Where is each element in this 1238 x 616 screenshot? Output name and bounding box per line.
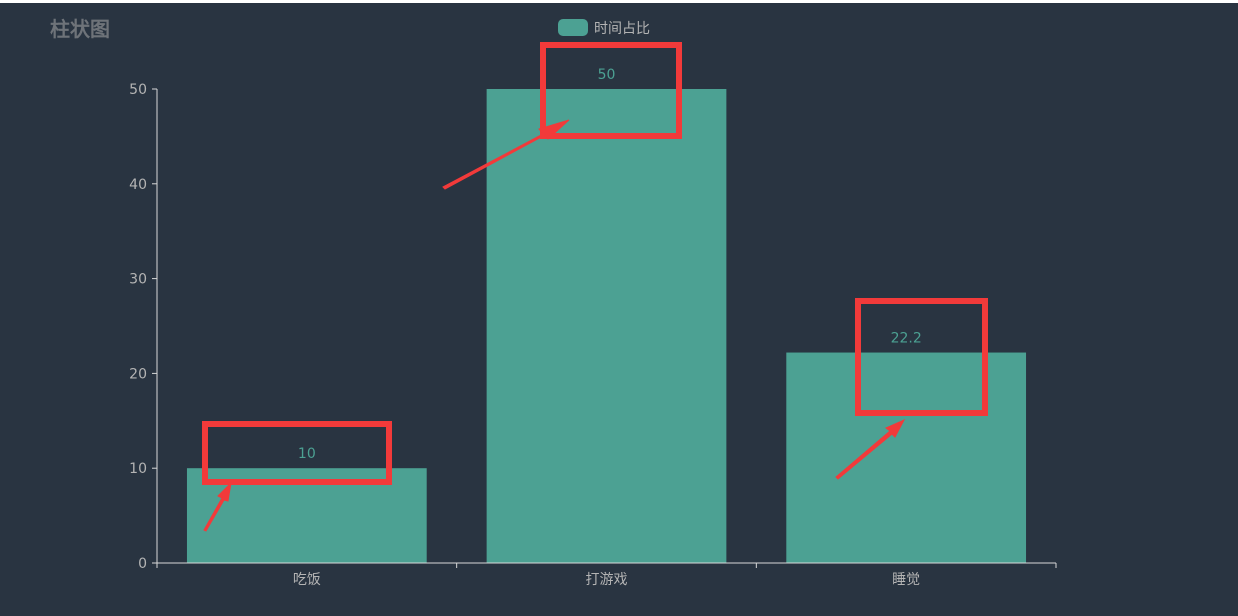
annotation-box: [202, 421, 392, 485]
annotation-box: [855, 298, 988, 416]
y-tick-label: 0: [138, 556, 147, 572]
bar-data-label: 22.2: [891, 331, 922, 347]
annotations: [202, 42, 988, 532]
legend-label[interactable]: 时间占比: [594, 21, 650, 37]
annotation-arrow: [442, 119, 570, 190]
annotation-arrow: [835, 418, 906, 480]
y-tick-label: 30: [129, 272, 147, 288]
bar-data-label: 50: [598, 67, 616, 83]
y-axis: 0 10 20 30 40 50: [129, 82, 158, 572]
x-tick-label: 睡觉: [892, 572, 920, 588]
annotation-box: [540, 42, 682, 139]
y-tick-label: 20: [129, 366, 147, 382]
y-tick-label: 50: [129, 82, 147, 98]
legend[interactable]: 时间占比: [558, 19, 650, 37]
bars: 10 50 22.2: [186, 67, 1027, 563]
x-tick-label: 打游戏: [586, 571, 628, 588]
bar[interactable]: [486, 89, 727, 563]
y-tick-label: 40: [129, 177, 147, 193]
annotation-arrow: [203, 481, 232, 532]
chart-title: 柱状图: [50, 17, 110, 41]
bar-data-label: 10: [298, 446, 316, 462]
bar-chart: 柱状图 时间占比 0 10 20 30 40 50 10 50 22.2 吃饭 打游戏 睡觉: [50, 17, 1057, 588]
legend-swatch[interactable]: [558, 19, 588, 36]
bar[interactable]: [786, 352, 1027, 563]
x-tick-label: 吃饭: [293, 572, 321, 588]
x-axis: 吃饭 打游戏 睡觉: [156, 562, 1057, 588]
y-tick-label: 10: [129, 461, 147, 477]
